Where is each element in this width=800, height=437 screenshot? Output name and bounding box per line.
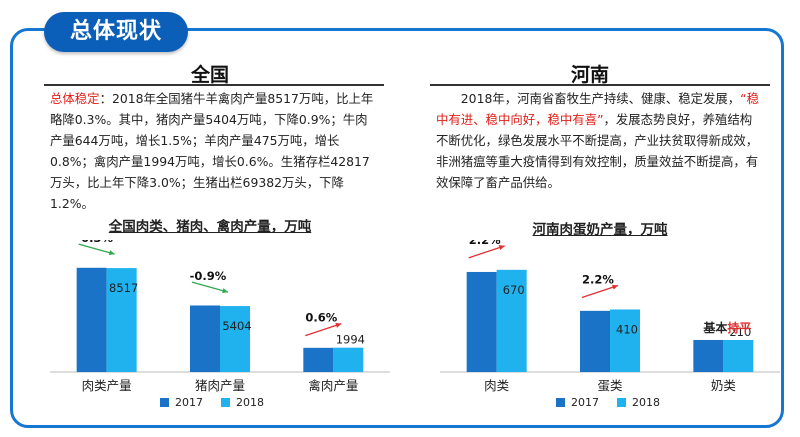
bar-2017-2 [303, 347, 334, 372]
left-heading-rule [44, 84, 384, 86]
data-label: 410 [616, 322, 638, 336]
bar-2018-2 [333, 347, 364, 372]
bar-2018-2 [723, 339, 754, 372]
right-paragraph-a: 2018年，河南省畜牧生产持续、健康、稳定发展， [460, 91, 741, 106]
chart-title-national: 全国肉类、猪肉、禽肉产量，万吨 [108, 219, 312, 235]
data-label: 1994 [336, 333, 365, 347]
category-label: 蛋类 [597, 378, 623, 393]
legend-label-2018: 2018 [632, 396, 660, 409]
data-label: 5404 [222, 319, 251, 333]
change-arrowhead [222, 288, 228, 294]
category-label: 奶类 [711, 378, 737, 393]
bar-2018-0 [106, 268, 137, 372]
national-bar-chart: 8517 肉类产量 -0.3% 5404 猪肉产量 -0.9% 1994 禽肉产量 0.6% [50, 240, 390, 393]
legend-swatch-2018 [221, 398, 230, 407]
change-label: -0.9% [190, 269, 227, 283]
right-heading-rule [430, 84, 770, 86]
legend-label-2017: 2017 [175, 396, 203, 409]
left-heading: 全国 [190, 64, 229, 86]
bar-2018-0 [496, 269, 527, 372]
right-paragraph-b: ，发展态势良好，养殖结构不断优化，绿色发展水平不断提高，产业扶贫取得新成效，非洲… [436, 112, 759, 190]
legend-swatch-2017 [556, 398, 565, 407]
data-label: 8517 [109, 281, 138, 295]
change-arrowhead [108, 250, 115, 256]
change-label-part: 持平 [727, 320, 751, 335]
category-label: 禽肉产量 [308, 378, 358, 393]
left-paragraph-body: ：2018年全国猪牛羊禽肉产量8517万吨，比上年略降0.3%。其中，猪肉产量5… [50, 91, 374, 211]
change-arrow [191, 281, 229, 293]
right-paragraph: 2018年，河南省畜牧生产持续、健康、稳定发展，“稳中有进、稳中向好，稳中有喜”… [436, 88, 762, 193]
left-paragraph-lead: 总体稳定 [50, 91, 100, 106]
left-paragraph: 总体稳定：2018年全国猪牛羊禽肉产量8517万吨，比上年略降0.3%。其中，猪… [50, 88, 374, 214]
bar-2017-0 [466, 271, 497, 372]
content-frame [10, 28, 784, 428]
category-label: 肉类产量 [82, 378, 132, 393]
bar-2017-1 [580, 310, 610, 372]
change-arrowhead [498, 245, 505, 251]
change-arrow [305, 323, 342, 337]
bar-2017-0 [76, 267, 107, 372]
change-label: 基本持平 [702, 320, 751, 335]
henan-bar-chart: 670 肉类 2.2% 410 蛋类 2.2% 210 奶类 基本持平 [440, 240, 780, 393]
category-label: 猪肉产量 [195, 378, 245, 393]
legend-henan: 2017 2018 [556, 396, 660, 409]
right-heading: 河南 [570, 64, 609, 86]
change-label: 2.2% [469, 240, 501, 247]
legend-swatch-2018 [617, 398, 626, 407]
data-label: 670 [503, 283, 525, 297]
change-arrow [581, 284, 619, 299]
change-label: 2.2% [582, 272, 614, 286]
category-label: 肉类 [484, 378, 510, 393]
change-arrow [468, 245, 505, 259]
change-label: 0.6% [305, 311, 337, 325]
bar-2017-1 [190, 305, 220, 372]
legend-swatch-2017 [160, 398, 169, 407]
bar-2017-2 [693, 339, 724, 372]
bar-2018-1 [220, 306, 250, 372]
change-arrowhead [335, 322, 342, 328]
legend-label-2018: 2018 [236, 396, 264, 409]
right-paragraph-highlight: “稳中有进、稳中向好，稳中有喜” [436, 91, 759, 127]
bar-2018-1 [610, 309, 640, 372]
legend-label-2017: 2017 [571, 396, 599, 409]
page-title: 总体现状 [44, 12, 188, 52]
chart-title-henan: 河南肉蛋奶产量，万吨 [532, 222, 668, 238]
legend-national: 2017 2018 [160, 396, 264, 409]
change-arrowhead [612, 284, 618, 290]
change-label: -0.3% [76, 240, 113, 245]
change-label-part: 基本 [702, 320, 727, 335]
change-arrow [78, 243, 115, 255]
data-label: 210 [729, 325, 751, 339]
